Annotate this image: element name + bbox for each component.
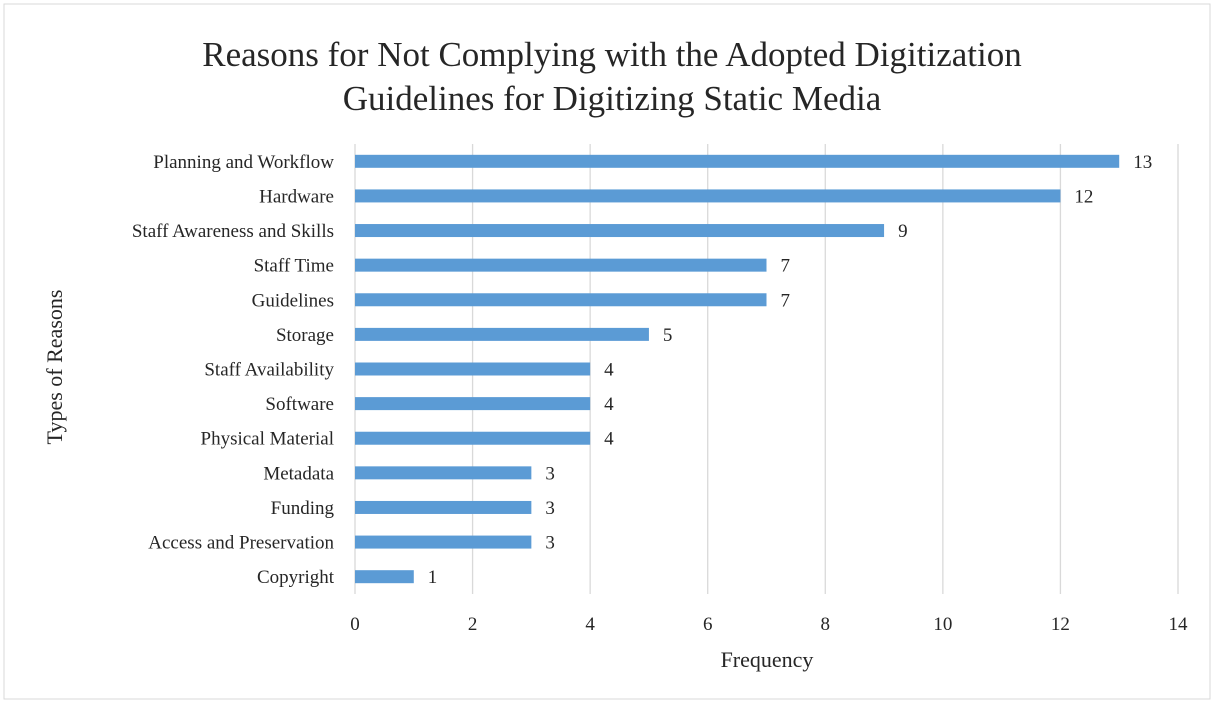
x-tick-label: 6 (703, 614, 713, 635)
data-label: 9 (898, 221, 908, 242)
bar-0 (355, 154, 1120, 168)
bar-11 (355, 535, 532, 549)
bar-12 (355, 570, 414, 584)
bar-4 (355, 293, 767, 307)
category-label: Physical Material (201, 429, 335, 450)
x-tick-label: 10 (933, 614, 952, 635)
bar-10 (355, 500, 532, 514)
data-label: 12 (1074, 186, 1093, 207)
bar-5 (355, 327, 649, 341)
x-tick-label: 4 (585, 614, 595, 635)
data-label: 4 (604, 394, 614, 415)
chart-title-line-2: Guidelines for Digitizing Static Media (343, 79, 882, 118)
category-label: Staff Availability (204, 360, 334, 381)
data-label: 7 (781, 290, 791, 311)
x-axis-title: Frequency (721, 647, 814, 672)
category-labels: Planning and Workflow Hardware Staff Aware… (132, 152, 335, 588)
x-tick-label: 2 (468, 614, 478, 635)
category-label: Software (265, 394, 334, 415)
bars (355, 154, 1120, 584)
bar-3 (355, 258, 767, 272)
data-label: 3 (545, 463, 555, 484)
bar-1 (355, 189, 1061, 203)
category-label: Hardware (259, 186, 334, 207)
category-label: Copyright (257, 567, 335, 588)
x-tick-label: 0 (350, 614, 360, 635)
data-label: 13 (1133, 152, 1152, 173)
category-label: Staff Awareness and Skills (132, 221, 334, 242)
chart-border (3, 3, 1211, 700)
data-label: 3 (545, 533, 555, 554)
x-tick-label: 8 (821, 614, 831, 635)
x-tick-label: 12 (1051, 614, 1070, 635)
gridlines (354, 144, 1179, 594)
bar-9 (355, 466, 532, 480)
data-labels: 13 12 9 7 7 5 4 4 4 3 3 3 1 (428, 152, 1152, 588)
category-label: Metadata (263, 463, 334, 484)
x-tick-label: 14 (1169, 614, 1189, 635)
bar-6 (355, 362, 591, 376)
x-axis-tick-labels: 0 2 4 6 8 10 12 14 (350, 614, 1188, 635)
data-label: 4 (604, 429, 614, 450)
category-label: Funding (271, 498, 335, 519)
bar-8 (355, 431, 591, 445)
category-label: Access and Preservation (148, 533, 334, 554)
data-label: 1 (428, 567, 438, 588)
bar-2 (355, 224, 885, 238)
y-axis-title: Types of Reasons (42, 290, 67, 445)
data-label: 4 (604, 360, 614, 381)
chart-title-line-1: Reasons for Not Complying with the Adopt… (202, 35, 1022, 74)
data-label: 7 (781, 256, 791, 277)
category-label: Guidelines (252, 290, 334, 311)
category-label: Storage (276, 325, 334, 346)
category-label: Planning and Workflow (153, 152, 334, 173)
data-label: 5 (663, 325, 673, 346)
data-label: 3 (545, 498, 555, 519)
category-label: Staff Time (254, 256, 334, 277)
bar-7 (355, 397, 591, 411)
